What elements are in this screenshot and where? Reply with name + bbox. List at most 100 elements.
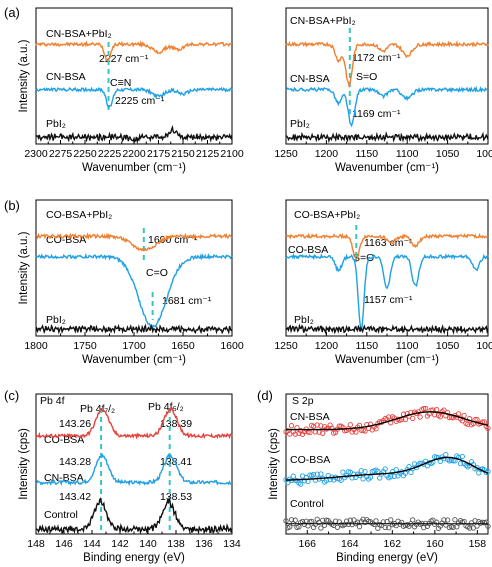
data-point — [360, 476, 366, 482]
data-point — [386, 414, 392, 420]
panel-a-left: 2300 2275 2250 2225 2200 2175 2150 2125 2100 Wave… — [18, 7, 244, 174]
data-point — [450, 524, 456, 530]
data-point — [402, 416, 409, 423]
panel-c: 148 146 144 142 140 138 136 134 Binding energy (… — [18, 393, 241, 564]
data-point — [354, 519, 361, 525]
x-tick-label: 1100 — [396, 148, 419, 160]
data-point — [292, 431, 298, 437]
x-tick-label: 1750 — [73, 340, 97, 352]
data-point — [437, 458, 443, 465]
x-tick-label: 1250 — [274, 340, 298, 352]
data-point — [320, 517, 326, 523]
x-axis-label: Wavenumber (cm⁻¹) — [82, 354, 186, 366]
data-point — [485, 425, 491, 432]
data-point — [441, 517, 447, 523]
series-label: CN-BSA — [46, 71, 86, 83]
data-point — [443, 451, 449, 458]
x-tick-label: 1150 — [356, 340, 379, 352]
binding-energy-value: 143.28 — [59, 456, 91, 468]
x-tick-label: 1650 — [171, 340, 195, 352]
x-tick-label: 1600 — [220, 340, 244, 352]
data-point — [347, 517, 353, 523]
fit-curve — [286, 411, 489, 431]
x-tick-label: 146 — [55, 538, 73, 550]
series-co-bsa-pbi- — [285, 232, 489, 262]
data-point — [292, 517, 298, 523]
x-tick-label: 1200 — [315, 148, 339, 160]
data-point — [287, 524, 293, 530]
x-axis-label: Binding energy (eV) — [336, 552, 438, 564]
data-point — [391, 473, 397, 480]
x-tick-label: 2100 — [220, 148, 244, 160]
data-point — [421, 405, 427, 412]
y-axis-label: Intensity (cps) — [18, 428, 30, 500]
y-axis-label: Intensity (a.u.) — [18, 231, 30, 304]
x-tick-label: 1050 — [436, 148, 460, 160]
series-cn-bsa — [35, 86, 233, 109]
x-tick-label: 1050 — [436, 340, 460, 352]
x-tick-label: 1100 — [396, 340, 419, 352]
data-point — [443, 522, 449, 528]
x-tick-label: 158 — [469, 538, 487, 550]
series-label: PbI₂ — [290, 118, 310, 130]
data-point — [314, 422, 320, 428]
annotations-a-right: CN-BSA+PbI₂ 1172 cm⁻¹ CN-BSA S=O 1169 cm… — [290, 15, 401, 130]
data-point — [321, 522, 328, 528]
peak-annotation: 1172 cm⁻¹ — [352, 52, 401, 64]
series-label: PbI₂ — [294, 314, 314, 326]
peak-annotation: 2225 cm⁻¹ — [115, 95, 165, 107]
core-level-title: Pb 4f — [40, 395, 65, 407]
data-point — [318, 423, 324, 429]
series-cn-bsa — [283, 405, 491, 437]
x-tick-label: 2250 — [73, 148, 97, 160]
data-point — [437, 414, 443, 420]
series-co-bsa — [283, 451, 491, 487]
x-tick-label: 2225 — [98, 148, 122, 160]
x-tick-label: 144 — [83, 538, 101, 550]
x-tick-label: 136 — [195, 538, 213, 550]
x-tick-label: 140 — [139, 538, 157, 550]
series-label: CO-BSA — [290, 454, 330, 466]
data-point — [382, 524, 388, 531]
series-label: CN-BSA+PbI₂ — [46, 28, 112, 40]
binding-energy-value: 143.42 — [59, 491, 91, 503]
x-tick-label: 160 — [426, 538, 444, 550]
bond-label: C≡N — [110, 77, 131, 89]
data-point — [417, 414, 423, 420]
x-tick-label: 2300 — [24, 148, 48, 160]
series-co-bsa — [285, 252, 489, 330]
data-point — [466, 525, 473, 531]
data-point — [393, 467, 399, 473]
data-point — [334, 524, 341, 530]
series-pbi- — [35, 124, 233, 145]
data-point — [388, 474, 394, 480]
binding-energy-value: 138.39 — [160, 418, 192, 430]
data-point — [283, 518, 289, 524]
series-control — [283, 516, 491, 532]
data-point — [441, 407, 447, 413]
binding-energy-value: 143.26 — [59, 418, 91, 430]
x-tick-label: 2150 — [171, 148, 195, 160]
peak-annotation: Pb 4f₇/₂ — [80, 403, 115, 415]
panel-label-d: (d) — [257, 388, 273, 403]
x-tick-label: 2200 — [122, 148, 146, 160]
x-tick-label: 2175 — [147, 148, 171, 160]
bond-label: C=O — [146, 267, 168, 279]
peak-annotation: 1690 cm⁻¹ — [148, 234, 198, 246]
data-point — [353, 429, 359, 435]
data-point — [318, 471, 324, 477]
data-point — [410, 415, 416, 422]
data-point — [386, 525, 392, 531]
series-co-bsa — [35, 405, 233, 440]
annotations-a-left: CN-BSA+PbI₂ 2227 cm⁻¹ CN-BSA C≡N 2225 cm… — [46, 28, 165, 130]
data-point — [314, 471, 320, 477]
data-point — [388, 517, 394, 523]
annotations-b-right: CO-BSA+PbI₂ 1163 cm⁻¹ CO-BSA S=O 1157 cm… — [288, 209, 413, 326]
annotations-b-left: CO-BSA+PbI₂ 1690 cm⁻¹ CO-BSA C=O 1681 cm… — [46, 209, 212, 326]
series-label: CO-BSA — [288, 244, 328, 256]
data-point — [452, 517, 458, 523]
x-tick-label: 1200 — [315, 340, 339, 352]
data-point — [287, 431, 293, 437]
data-point — [358, 468, 364, 474]
